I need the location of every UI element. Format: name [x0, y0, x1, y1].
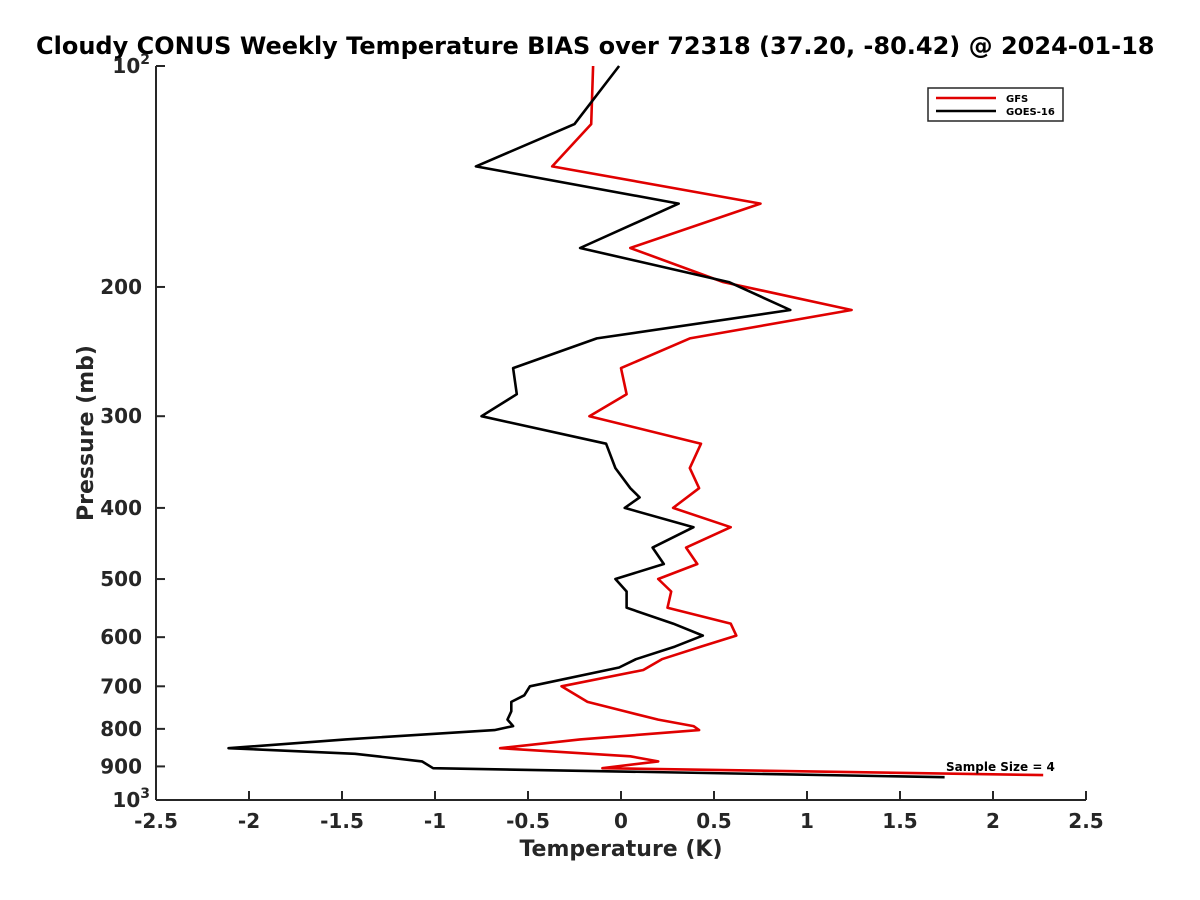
- x-tick-label: 0.5: [696, 809, 731, 833]
- legend-label-goes-16: GOES-16: [1006, 107, 1055, 118]
- x-tick-label: -1: [424, 809, 446, 833]
- legend-box: [927, 87, 1064, 122]
- y-tick-label: 600: [100, 625, 142, 649]
- x-tick-label: -1.5: [320, 809, 364, 833]
- series-line-gfs: [498, 65, 1044, 777]
- x-tick-label: -2: [238, 809, 260, 833]
- x-axis-label: Temperature (K): [519, 837, 722, 862]
- y-tick-label: 700: [100, 674, 142, 698]
- legend-label-gfs: GFS: [1006, 94, 1028, 105]
- sample-size-annotation: Sample Size = 4: [946, 760, 1055, 774]
- y-tick-label: 800: [100, 717, 142, 741]
- legend: GFS GOES-16: [927, 87, 1064, 122]
- x-tick-label: -2.5: [134, 809, 178, 833]
- x-tick-label: 2: [986, 809, 1000, 833]
- y-tick-label: 500: [100, 567, 142, 591]
- y-tick-label: 900: [100, 754, 142, 778]
- y-tick-label: 400: [100, 496, 142, 520]
- x-tick-label: 2.5: [1068, 809, 1103, 833]
- x-tick-label: 1.5: [882, 809, 917, 833]
- plot-area: -2.5 -2 -1.5 -1 -0.5 0 0.5 1 1.5 2 2.5 102 200 300 400…: [100, 52, 1103, 833]
- y-tick-label: 200: [100, 275, 142, 299]
- y-axis-label: Pressure (mb): [74, 345, 99, 521]
- x-tick-label: 0: [614, 809, 628, 833]
- x-tick-label: 1: [800, 809, 814, 833]
- y-tick-label: 103: [112, 786, 150, 812]
- y-tick-label: 102: [112, 52, 150, 78]
- chart-title: Cloudy CONUS Weekly Temperature BIAS ove…: [36, 32, 1154, 60]
- x-tick-label: -0.5: [506, 809, 550, 833]
- y-tick-label: 300: [100, 404, 142, 428]
- series-line-goes-16: [227, 65, 945, 779]
